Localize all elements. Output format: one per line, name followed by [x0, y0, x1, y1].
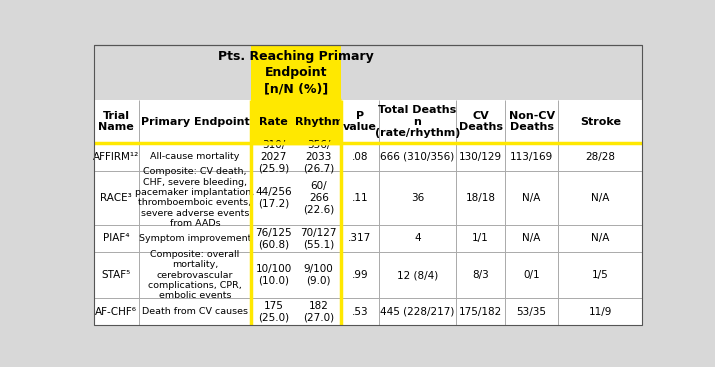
Text: Total Deaths
n
(rate/rhythm): Total Deaths n (rate/rhythm): [375, 105, 460, 138]
Text: .53: .53: [352, 307, 368, 317]
Bar: [251, 100, 296, 143]
Text: N/A: N/A: [523, 233, 541, 243]
Text: 130/129: 130/129: [459, 152, 502, 162]
Text: All-cause mortality: All-cause mortality: [150, 152, 240, 161]
Text: 60/
266
(22.6): 60/ 266 (22.6): [303, 181, 335, 214]
Text: Death from CV causes: Death from CV causes: [142, 307, 248, 316]
Text: Composite: overall
mortality,
cerebrovascular
complications, CPR,
embolic events: Composite: overall mortality, cerebrovas…: [148, 250, 242, 300]
Text: 445 (228/217): 445 (228/217): [380, 307, 455, 317]
Text: 18/18: 18/18: [465, 193, 495, 203]
Bar: [296, 46, 341, 100]
Text: Rate: Rate: [260, 117, 288, 127]
Text: STAF⁵: STAF⁵: [102, 270, 131, 280]
Text: AF-CHF⁶: AF-CHF⁶: [95, 307, 137, 317]
Text: PIAF⁴: PIAF⁴: [103, 233, 129, 243]
Text: .99: .99: [352, 270, 368, 280]
Text: 0/1: 0/1: [523, 270, 540, 280]
Bar: [94, 46, 642, 100]
Text: AFFIRM¹²: AFFIRM¹²: [93, 152, 139, 162]
Text: 44/256
(17.2): 44/256 (17.2): [255, 187, 292, 208]
Text: 11/9: 11/9: [588, 307, 612, 317]
Text: 8/3: 8/3: [472, 270, 489, 280]
Text: 76/125
(60.8): 76/125 (60.8): [255, 228, 292, 249]
Text: Trial
Name: Trial Name: [99, 111, 134, 132]
Text: 175/182: 175/182: [459, 307, 502, 317]
Text: Rhythm: Rhythm: [295, 117, 343, 127]
Bar: [296, 100, 341, 143]
Text: P
value: P value: [343, 111, 377, 132]
Text: 28/28: 28/28: [586, 152, 616, 162]
Text: 356/
2033
(26.7): 356/ 2033 (26.7): [303, 140, 335, 174]
Text: Symptom improvement: Symptom improvement: [139, 234, 251, 243]
Text: N/A: N/A: [591, 233, 610, 243]
Text: 4: 4: [414, 233, 421, 243]
Text: 9/100
(9.0): 9/100 (9.0): [304, 264, 334, 286]
Text: Non-CV
Deaths: Non-CV Deaths: [508, 111, 555, 132]
Text: 12 (8/4): 12 (8/4): [397, 270, 438, 280]
Text: 70/127
(55.1): 70/127 (55.1): [300, 228, 337, 249]
Text: Composite: CV death,
CHF, severe bleeding,
pacemaker implantation,
thromboemboic: Composite: CV death, CHF, severe bleedin…: [135, 167, 255, 228]
Text: Primary Endpoint: Primary Endpoint: [141, 117, 250, 127]
Text: 53/35: 53/35: [516, 307, 546, 317]
Text: 10/100
(10.0): 10/100 (10.0): [256, 264, 292, 286]
Text: 182
(27.0): 182 (27.0): [303, 301, 335, 323]
Bar: [251, 46, 296, 100]
Text: 310/
2027
(25.9): 310/ 2027 (25.9): [258, 140, 290, 174]
Text: 113/169: 113/169: [510, 152, 553, 162]
Text: Stroke: Stroke: [580, 117, 621, 127]
Text: N/A: N/A: [523, 193, 541, 203]
Text: Pts. Reaching Primary
Endpoint
[n/N (%)]: Pts. Reaching Primary Endpoint [n/N (%)]: [218, 50, 374, 95]
Text: .08: .08: [352, 152, 368, 162]
Text: 1/5: 1/5: [592, 270, 608, 280]
Text: 666 (310/356): 666 (310/356): [380, 152, 455, 162]
Text: 36: 36: [411, 193, 424, 203]
Text: .317: .317: [348, 233, 372, 243]
Text: CV
Deaths: CV Deaths: [458, 111, 503, 132]
Text: 1/1: 1/1: [472, 233, 489, 243]
Text: RACE³: RACE³: [100, 193, 132, 203]
Text: .11: .11: [352, 193, 368, 203]
Text: N/A: N/A: [591, 193, 610, 203]
Text: 175
(25.0): 175 (25.0): [258, 301, 290, 323]
